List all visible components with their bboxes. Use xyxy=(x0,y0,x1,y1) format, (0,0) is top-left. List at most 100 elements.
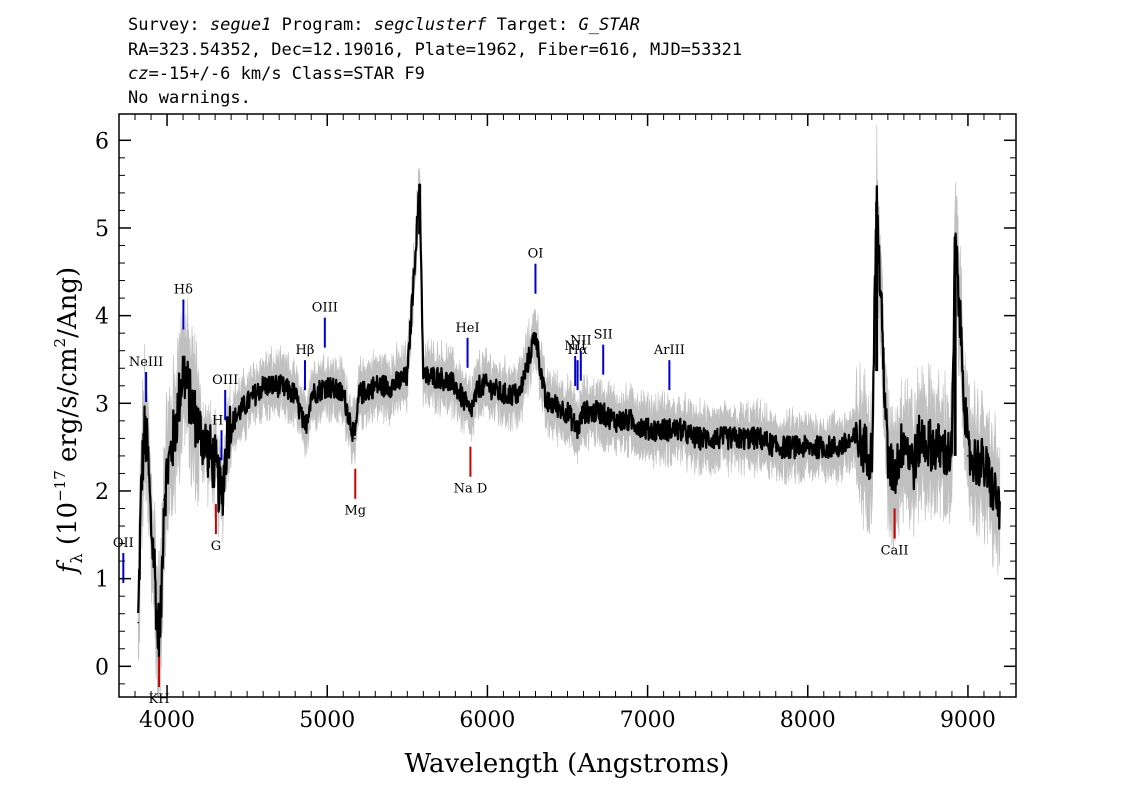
data-point xyxy=(478,385,481,387)
data-point xyxy=(913,463,915,466)
emission-line-marker: HeI xyxy=(455,321,480,368)
data-point xyxy=(406,376,409,378)
y-tick-label: 6 xyxy=(95,129,109,154)
data-point xyxy=(143,428,146,431)
data-point xyxy=(710,437,713,440)
header-line-3: cz=-15+/-6 km/s Class=STAR F9 xyxy=(128,64,425,84)
data-point xyxy=(534,332,537,335)
data-point xyxy=(758,437,761,440)
data-point xyxy=(326,385,329,387)
data-point xyxy=(374,385,377,387)
data-point xyxy=(137,621,139,624)
data-point xyxy=(576,428,579,431)
data-point xyxy=(238,411,240,413)
data-point xyxy=(294,393,297,396)
header-line-2: RA=323.54352, Dec=12.19016, Plate=1962, … xyxy=(128,40,742,60)
emission-label: Hδ xyxy=(174,283,193,298)
data-point xyxy=(358,393,361,396)
data-point xyxy=(839,446,841,448)
absorption-label: KH xyxy=(149,692,170,707)
data-point xyxy=(150,525,152,527)
emission-line-marker: Hβ xyxy=(296,343,315,391)
emission-label: Hα xyxy=(568,343,588,358)
emission-line-marker: NeIII xyxy=(129,355,163,402)
data-point xyxy=(354,437,356,440)
emission-label: ArIII xyxy=(653,343,685,358)
emission-line-marker: ArIII xyxy=(653,343,685,391)
data-point xyxy=(198,428,200,431)
data-point xyxy=(742,437,745,440)
emission-label: OIII xyxy=(212,373,238,388)
data-point xyxy=(614,420,617,422)
x-tick-label: 6000 xyxy=(459,708,515,733)
data-point xyxy=(182,367,184,370)
data-point xyxy=(163,498,165,501)
emission-label: HeI xyxy=(455,321,479,336)
y-axis-title-group: fλ (10−17 erg/s/cm2/Ang) xyxy=(51,267,86,575)
data-point xyxy=(954,235,956,238)
data-point xyxy=(418,183,421,185)
emission-label: SII xyxy=(594,328,613,343)
data-point xyxy=(893,472,896,475)
emission-line-marker: NII xyxy=(570,334,592,381)
data-point xyxy=(153,560,155,562)
emission-label: NII xyxy=(564,339,586,354)
data-point xyxy=(598,411,601,413)
absorption-line-marker: G xyxy=(211,504,221,554)
data-point xyxy=(807,446,809,448)
data-point xyxy=(206,446,208,448)
data-point xyxy=(983,463,985,466)
data-point xyxy=(630,420,633,422)
emission-label: OI xyxy=(528,247,544,262)
x-tick-label: 4000 xyxy=(139,708,195,733)
data-point xyxy=(903,437,905,440)
data-point xyxy=(935,446,937,448)
axis-ticks: 4000 5000 6000 7000 8000 9000 0 1 2 3 4 5 6 xyxy=(95,114,1017,733)
emission-line-marker: OIII xyxy=(312,301,338,348)
data-point xyxy=(518,393,521,396)
y-tick-label: 5 xyxy=(95,217,109,242)
data-point xyxy=(174,428,176,431)
emission-label: Hγ xyxy=(212,413,231,428)
data-point xyxy=(999,507,1001,510)
header-line-1: Survey: segue1 Program: segclusterf Targ… xyxy=(128,15,640,35)
data-point xyxy=(791,446,793,448)
data-point xyxy=(140,481,143,484)
data-point xyxy=(550,402,553,405)
data-point xyxy=(887,463,889,466)
data-point xyxy=(662,428,665,431)
emission-label: Hβ xyxy=(296,343,315,358)
data-point xyxy=(774,446,777,448)
data-point xyxy=(544,402,547,405)
absorption-line-marker: CaII xyxy=(881,508,909,559)
data-point xyxy=(147,455,149,457)
data-point xyxy=(190,402,192,405)
data-point xyxy=(262,385,265,387)
emission-line-marker: OIII xyxy=(212,373,238,420)
x-tick-label: 9000 xyxy=(940,708,996,733)
data-point xyxy=(310,393,313,396)
x-tick-label: 8000 xyxy=(780,708,836,733)
data-point xyxy=(227,428,229,431)
data-point xyxy=(875,200,878,203)
y-tick-label: 1 xyxy=(95,568,109,593)
data-point xyxy=(951,455,953,457)
data-point xyxy=(694,437,697,440)
data-point xyxy=(422,376,425,378)
data-point xyxy=(220,498,223,501)
data-point xyxy=(454,385,457,387)
absorption-label: G xyxy=(211,539,221,554)
emission-line-marker: Hγ xyxy=(212,413,231,461)
data-point xyxy=(582,411,585,413)
data-point xyxy=(390,385,393,387)
emission-line-marker: SII xyxy=(594,328,613,375)
emission-line-marker: NII xyxy=(564,339,586,386)
data-point xyxy=(646,428,649,431)
emission-line-marker: OI xyxy=(528,247,544,294)
data-point xyxy=(855,437,857,440)
data-point xyxy=(278,385,281,387)
data-point xyxy=(678,428,681,431)
flux-series-layer xyxy=(137,183,1001,659)
data-point xyxy=(726,437,729,440)
